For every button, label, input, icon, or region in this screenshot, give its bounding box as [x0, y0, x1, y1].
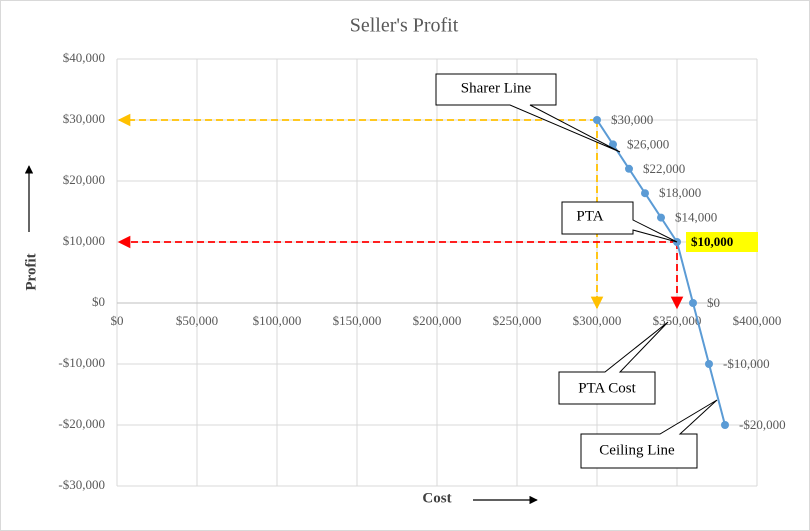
y-tick-label: -$10,000: [58, 355, 105, 370]
data-label: $10,000: [691, 234, 733, 249]
x-tick-label: $200,000: [413, 313, 462, 328]
point: [609, 140, 617, 149]
data-label: $0: [707, 295, 720, 310]
callout: [561, 201, 678, 243]
callout-text: Ceiling Line: [599, 442, 675, 458]
y-tick-label: $20,000: [63, 172, 105, 187]
x-tick-label: $0: [111, 313, 124, 328]
data-label: $18,000: [659, 185, 701, 200]
data-label: $26,000: [627, 136, 669, 151]
data-label: -$10,000: [723, 356, 770, 371]
callout-text: Sharer Line: [461, 80, 532, 96]
y-tick-label: $40,000: [63, 50, 105, 65]
callout: [558, 321, 669, 405]
point: [641, 189, 649, 198]
y-axis-title: Profit: [23, 253, 39, 290]
data-label: $30,000: [611, 112, 653, 127]
point: [625, 164, 633, 173]
callout-text: PTA: [576, 208, 603, 224]
point: [721, 421, 729, 429]
x-tick-label: $300,000: [573, 313, 622, 328]
x-tick-label: $250,000: [493, 313, 542, 328]
callout-text: PTA Cost: [578, 380, 636, 396]
point: [705, 360, 713, 368]
label-highlight: [686, 232, 758, 252]
y-tick-label: $0: [92, 294, 105, 309]
callout: [580, 399, 718, 469]
x-tick-label: $350,000: [653, 313, 702, 328]
x-tick-label: $100,000: [253, 313, 302, 328]
y-tick-label: -$20,000: [58, 416, 105, 431]
x-tick-label: $400,000: [733, 313, 782, 328]
data-label: $14,000: [675, 210, 717, 225]
callout: [435, 73, 621, 153]
chart-title: Seller's Profit: [350, 15, 459, 37]
data-label: $22,000: [643, 161, 685, 176]
y-tick-label: -$30,000: [58, 477, 105, 492]
x-tick-label: $150,000: [333, 313, 382, 328]
y-tick-label: $30,000: [63, 111, 105, 126]
point: [593, 116, 601, 124]
x-tick-label: $50,000: [176, 313, 218, 328]
x-axis-title: Cost: [422, 490, 451, 506]
point: [689, 299, 697, 307]
point: [657, 213, 665, 222]
y-tick-label: $10,000: [63, 233, 105, 248]
data-label: -$20,000: [739, 417, 786, 432]
